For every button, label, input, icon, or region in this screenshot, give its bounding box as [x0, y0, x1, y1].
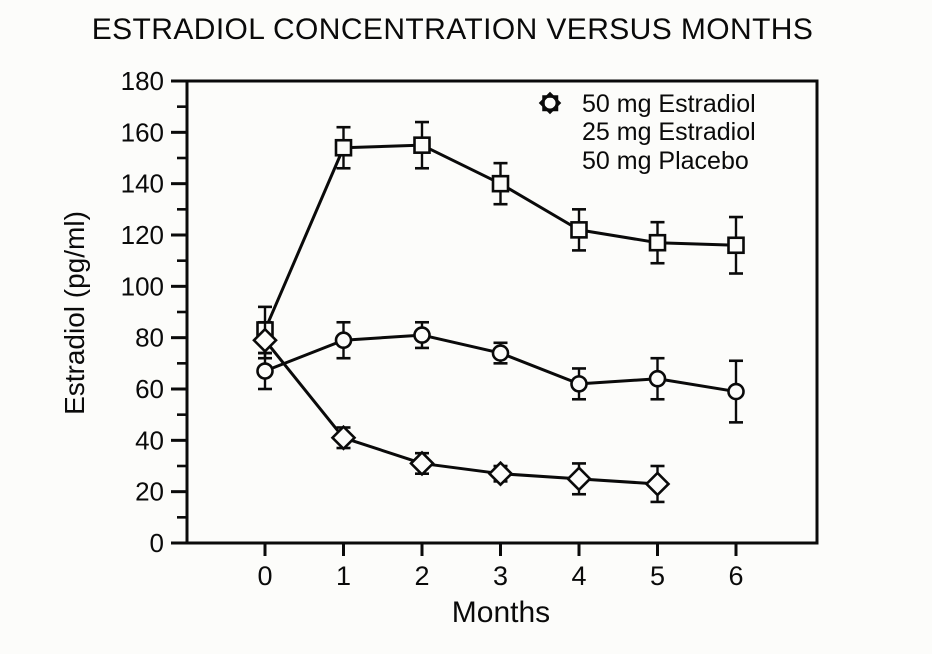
x-tick-label: 4 — [571, 561, 586, 591]
marker-square — [334, 138, 353, 157]
y-tick-label: 80 — [135, 323, 164, 353]
series-50-mg-estradiol — [256, 120, 745, 355]
y-tick-label: 0 — [150, 528, 164, 558]
legend-label: 50 mg Placebo — [582, 146, 749, 175]
y-tick-label: 120 — [121, 220, 164, 250]
marker-circle — [570, 375, 588, 393]
legend-label: 50 mg Estradiol — [582, 89, 756, 118]
marker-circle — [491, 344, 510, 362]
circle-marker-icon — [537, 94, 571, 146]
legend-row: 25 mg Estradiol — [537, 94, 756, 148]
x-tick-label: 2 — [414, 561, 429, 591]
legend: 50 mg Estradiol 25 mg Estradiol 50 mg Pl… — [537, 90, 756, 176]
marker-diamond — [566, 465, 592, 492]
y-tick-label: 180 — [121, 66, 164, 96]
series-25-mg-estradiol — [256, 320, 745, 424]
y-tick-label: 40 — [135, 425, 164, 455]
chart-title: ESTRADIOL CONCENTRATION VERSUS MONTHS — [91, 13, 814, 46]
y-tick-label: 160 — [121, 117, 164, 147]
marker-diamond — [252, 327, 278, 354]
x-tick-label: 0 — [257, 561, 272, 591]
marker-circle — [648, 369, 667, 388]
x-tick-label: 5 — [650, 561, 665, 591]
marker-diamond — [487, 460, 514, 487]
y-tick-label: 140 — [121, 169, 164, 199]
y-tick-label: 60 — [135, 374, 164, 404]
marker-square — [413, 136, 431, 154]
marker-diamond — [644, 471, 671, 497]
marker-square — [570, 221, 588, 239]
marker-square — [491, 174, 510, 193]
legend-row: 50 mg Placebo — [537, 91, 756, 176]
marker-square — [648, 233, 667, 252]
x-tick-label: 6 — [728, 561, 743, 591]
x-tick-label: 3 — [493, 561, 508, 591]
marker-circle — [334, 331, 353, 350]
legend-label: 25 mg Estradiol — [582, 118, 756, 147]
marker-circle — [256, 362, 274, 380]
series-50-mg-placebo — [252, 320, 671, 504]
marker-circle — [727, 382, 745, 401]
legend-row: 50 mg Estradiol — [537, 90, 756, 119]
marker-diamond — [330, 424, 357, 451]
x-tick-label: 1 — [336, 561, 351, 591]
marker-circle — [413, 326, 431, 344]
diamond-marker-icon — [537, 91, 571, 174]
marker-diamond — [409, 450, 435, 477]
series-line — [263, 339, 658, 486]
y-tick-label: 20 — [135, 477, 164, 507]
marker-square — [727, 236, 745, 255]
x-axis-label: Months — [451, 596, 551, 629]
y-tick-label: 100 — [121, 271, 164, 301]
